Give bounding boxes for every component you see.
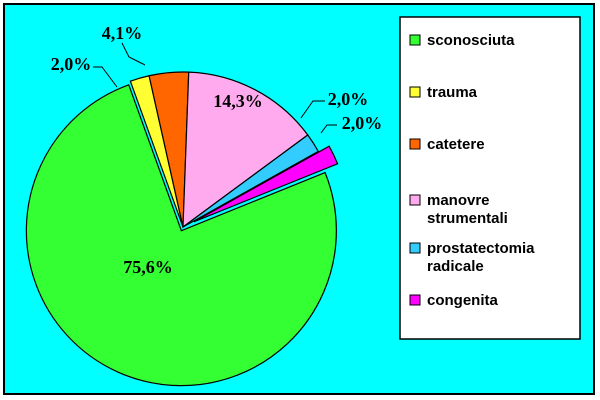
legend-entry-prostatectomia-radicale: prostatectomia radicale [409,240,535,275]
pie-chart: 75,6% 2,0% 4,1% 14,3% 2,0% 2,0% sconosciuta tr… [5,5,593,393]
legend-swatch-prostatectomia-radicale [409,242,421,254]
leader-line-congenita [320,124,337,134]
legend-entry-catetere: catetere [409,136,485,153]
slice-manovre-strumentali [182,71,309,229]
data-label-prostatectomia-radicale: 2,0% [328,89,369,109]
leader-line-prostatectomia-radicale [300,100,325,119]
legend-label-congenita: congenita [427,292,498,309]
legend-label-manovre-strumentali: manovre strumentali [427,192,508,227]
legend-label-sconosciuta: sconosciuta [427,32,515,49]
data-label-catetere: 4,1% [102,23,143,43]
legend-swatch-manovre-strumentali [409,194,421,206]
data-label-congenita: 2,0% [342,113,383,133]
legend-swatch-catetere [409,138,421,150]
legend-box [399,16,581,340]
legend-entry-congenita: congenita [409,292,498,309]
slice-congenita [193,145,339,223]
legend-swatch-congenita [409,294,421,306]
legend-swatch-sconosciuta [409,34,421,46]
data-label-trauma: 2,0% [51,54,92,74]
leader-lines [93,42,337,134]
data-labels: 75,6% 2,0% 4,1% 14,3% 2,0% 2,0% [51,23,383,277]
legend-swatch-trauma [409,86,421,98]
legend: sconosciuta trauma catetere manovre strument… [399,16,581,340]
legend-label-prostatectomia-radicale: prostatectomia radicale [427,240,535,275]
legend-entry-sconosciuta: sconosciuta [409,32,515,49]
leader-line-catetere [121,42,146,66]
slice-sconosciuta [25,84,337,387]
data-label-manovre-strumentali: 14,3% [213,91,263,111]
chart-frame: 75,6% 2,0% 4,1% 14,3% 2,0% 2,0% sconosciuta tr… [3,3,595,395]
legend-entry-trauma: trauma [409,84,478,101]
leader-line-trauma [93,66,118,88]
legend-entry-manovre-strumentali: manovre strumentali [409,192,508,227]
data-label-sconosciuta: 75,6% [123,257,173,277]
pie-slices [25,71,339,387]
legend-label-catetere: catetere [427,136,485,153]
slice-prostatectomia-radicale [182,134,320,228]
legend-label-trauma: trauma [427,84,478,101]
